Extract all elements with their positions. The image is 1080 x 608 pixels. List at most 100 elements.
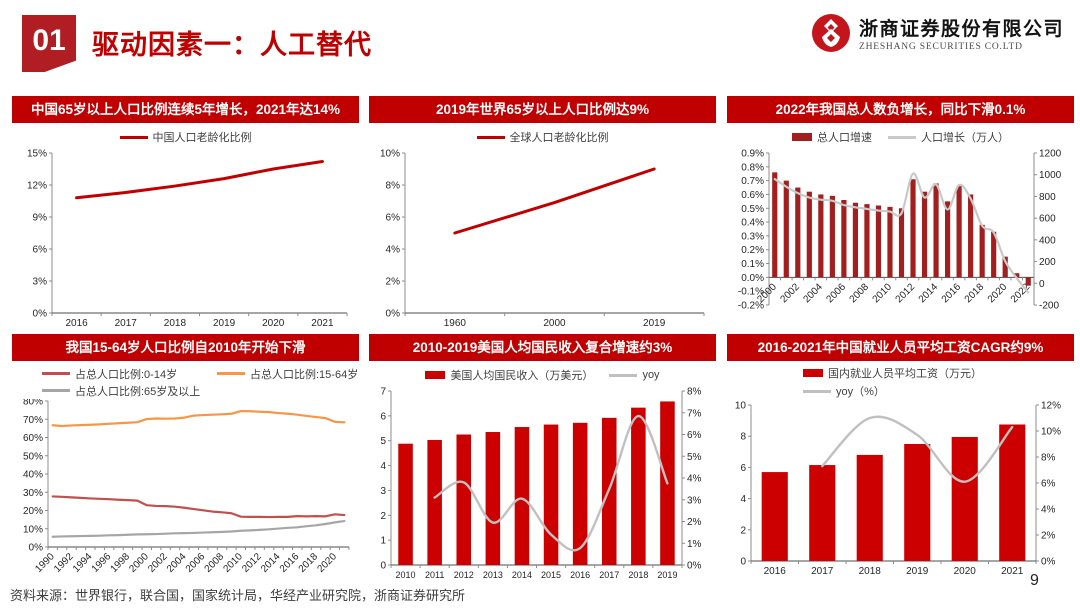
x-axis-label: 2014 — [917, 281, 941, 305]
panel-title: 我国15-64岁人口比例自2010年开始下滑 — [12, 334, 359, 361]
x-axis-label: 2020 — [986, 281, 1010, 305]
y-axis-label: 0.6% — [741, 190, 764, 201]
chart-canvas: 0 2 4 6 8 10 0% 2% 4% 6% 8% 10% 12% 2016 2017 2018 2019 2… — [735, 401, 1061, 578]
bar — [933, 183, 939, 278]
y-axis-label: 10% — [380, 149, 400, 160]
chart-canvas: 0% 3% 6% 9% 12% 15% 2016 2017 2018 2019 2020 2021 — [27, 149, 348, 329]
legend-label: yoy（%） — [836, 386, 885, 398]
legend-bar-swatch — [803, 369, 823, 377]
y-axis-label: 4 — [740, 494, 746, 505]
page-title: 驱动因素一：人工替代 — [92, 30, 372, 60]
panel-china-wage: 2016-2021年中国就业人员平均工资CAGR约9% 国内就业人员平均工资（万… — [727, 334, 1074, 579]
chart-area: 0% 3% 6% 9% 12% 15% 2016 2017 2018 2019 2020 2021 — [12, 147, 359, 331]
y2-axis-label: 4% — [687, 474, 702, 485]
legend-item: 国内就业人员平均工资（万元） — [803, 365, 982, 381]
y2-axis-label: 12% — [1041, 401, 1061, 412]
panel-title: 2016-2021年中国就业人员平均工资CAGR约9% — [727, 334, 1074, 361]
x-axis-label: 2011 — [425, 570, 444, 580]
x-axis-label: 2008 — [848, 281, 872, 305]
chart-canvas: 0 1 2 3 4 5 6 7 0% 1% 2% 3% 4% 5% 6% 7% 8% 2010 2011 2012 20… — [380, 387, 702, 581]
chart-legend: 占总人口比例:0-14岁 占总人口比例:15-64岁 占总人口比例:65岁及以上 — [12, 365, 359, 399]
y-axis-label: 0 — [380, 561, 386, 572]
bar — [572, 422, 588, 565]
chart-canvas: -0.2% -0.1% 0.0% 0.1% 0.2% 0.3% 0.4% 0.5% 0.6% 0.… — [738, 149, 1062, 312]
y-axis-label: 0.2% — [741, 245, 764, 256]
legend-label: 占总人口比例:65岁及以上 — [75, 385, 201, 398]
y-axis-label: 8 — [740, 432, 746, 443]
company-logo: 浙商证券股份有限公司 ZHESHANG SECURITIES CO.LTD — [811, 13, 1064, 53]
legend-bar-swatch — [792, 133, 812, 141]
y-axis-label: 0.7% — [741, 176, 764, 187]
y2-axis-label: 6% — [687, 430, 702, 441]
bar — [956, 186, 962, 278]
y-axis-label: 0.0% — [741, 273, 764, 284]
bar — [829, 195, 835, 278]
legend-bar-swatch — [425, 371, 446, 379]
bar — [795, 187, 801, 278]
x-axis-label: 1992 — [52, 551, 76, 575]
x-axis-label: 2018 — [164, 318, 187, 329]
y-axis-label: 0.3% — [741, 231, 764, 242]
legend-item: 占总人口比例:15-64岁 — [217, 366, 358, 382]
bar — [1002, 256, 1008, 278]
y-axis-label: 0% — [33, 309, 48, 320]
x-axis-label: 2017 — [599, 570, 619, 580]
y-axis-label: 2 — [380, 511, 386, 522]
bar — [979, 224, 985, 278]
y-axis-label: 60% — [23, 433, 43, 444]
legend-label: yoy — [642, 369, 660, 381]
x-axis-label: 2000 — [127, 551, 151, 575]
y-axis-label: 2 — [740, 525, 746, 536]
x-axis-label: 2012 — [894, 281, 918, 305]
chart-area: 0 1 2 3 4 5 6 7 0% 1% 2% 3% 4% 5% 6% 7% 8% 2010 2011 2012 20… — [369, 385, 716, 581]
y2-axis-label: 0% — [1041, 557, 1056, 568]
bar — [456, 434, 472, 565]
bar — [398, 443, 413, 565]
y-axis-label: 70% — [23, 415, 43, 426]
y2-axis-label: 10% — [1041, 427, 1061, 438]
chart-legend: 国内就业人员平均工资（万元） yoy（%） — [727, 365, 1074, 399]
x-axis-label: 2016 — [278, 551, 302, 575]
chart-legend: 美国人均国民收入（万美元） yoy — [369, 365, 716, 385]
bar — [783, 180, 789, 278]
x-axis-label: 2014 — [259, 551, 283, 575]
chart-legend: 全球人口老龄化比例 — [369, 127, 716, 147]
x-axis-label: 2021 — [311, 318, 334, 329]
bar — [631, 407, 646, 565]
x-axis-label: 2018 — [859, 566, 882, 577]
y-axis-label: 9% — [33, 213, 48, 224]
bar — [898, 208, 905, 278]
y-axis-label: 20% — [23, 506, 43, 517]
y-axis-label: 5 — [380, 436, 386, 447]
x-axis-label: 2016 — [764, 566, 787, 577]
logo-cn-text: 浙商证券股份有限公司 — [858, 19, 1064, 40]
y2-axis-label: 4% — [1041, 505, 1056, 516]
y-axis-label: -0.2% — [738, 301, 764, 312]
y-axis-label: 1 — [380, 536, 386, 547]
y-axis-label: 4 — [380, 461, 386, 472]
x-axis-label: 2016 — [570, 570, 590, 580]
x-axis-label: 2012 — [240, 551, 264, 575]
y2-axis-label: 1% — [687, 539, 702, 550]
line-series — [51, 519, 346, 538]
y-axis-label: 6% — [33, 245, 48, 256]
x-axis-label: 2020 — [262, 318, 285, 329]
panel-title: 2022年我国总人数负增长，同比下滑0.1% — [727, 96, 1074, 123]
y-axis-label: 3 — [380, 486, 386, 497]
y-axis-label: -0.1% — [738, 287, 764, 298]
y2-axis-label: 2% — [687, 517, 702, 528]
y2-axis-label: 7% — [687, 408, 702, 419]
bar — [427, 439, 442, 565]
x-axis-label: 2006 — [184, 551, 208, 575]
legend-line-swatch — [42, 389, 70, 392]
y-axis-label: 0.8% — [741, 162, 764, 173]
line-series — [51, 495, 346, 519]
y-axis-label: 6 — [740, 463, 746, 474]
y2-axis-label: 3% — [687, 495, 702, 506]
legend-label: 人口增长（万人） — [921, 132, 1009, 144]
bar — [864, 204, 870, 278]
x-axis-label: 2016 — [940, 281, 964, 305]
bar — [887, 206, 893, 278]
x-axis-label: 2013 — [483, 570, 503, 580]
